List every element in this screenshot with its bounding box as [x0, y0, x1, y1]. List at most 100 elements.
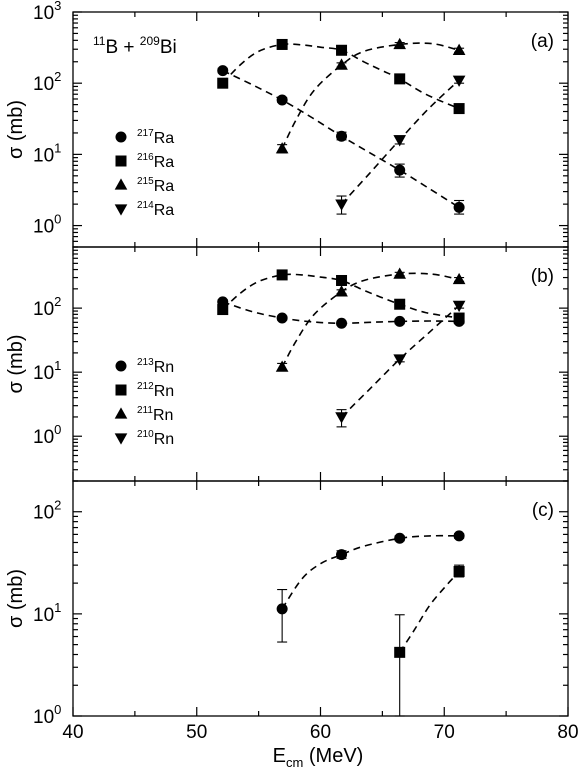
- x-axis-label-sub: cm: [286, 755, 303, 770]
- legend-mass: 211: [137, 405, 153, 416]
- y-tick-label: 101: [33, 140, 61, 166]
- data-point: [217, 65, 229, 77]
- legend-label: 215Ra: [137, 176, 174, 195]
- y-tick-label: 101: [33, 600, 61, 626]
- legend-marker: [114, 204, 128, 216]
- legend-marker: [114, 178, 128, 190]
- data-point: [217, 304, 229, 316]
- data-point: [275, 360, 289, 372]
- data-point: [336, 274, 348, 286]
- legend-marker: [115, 384, 127, 396]
- data-point: [453, 530, 465, 542]
- legend-label: 210Rn: [137, 429, 174, 448]
- data-point: [336, 549, 348, 561]
- y-tick-label: 102: [33, 498, 61, 524]
- x-tick-label: 70: [434, 722, 455, 743]
- y-tick-base: 10: [33, 363, 54, 384]
- legend-mass: 216: [137, 152, 154, 163]
- y-tick-base: 10: [33, 3, 54, 24]
- data-point: [276, 94, 288, 106]
- y-tick-base: 10: [33, 707, 54, 728]
- legend-element: Ra: [154, 178, 175, 195]
- reaction-annotation: 11B + 209Bi: [93, 34, 177, 58]
- series-217-Ra: [217, 65, 465, 215]
- legend-mass: 215: [137, 176, 154, 187]
- y-tick-exponent: 1: [54, 358, 61, 373]
- data-point: [393, 37, 407, 50]
- data-point: [394, 532, 406, 544]
- x-tick-label: 40: [62, 722, 83, 743]
- y-tick-label: 100: [33, 702, 61, 728]
- data-point: [453, 312, 465, 324]
- x-axis-label: Ecm (MeV): [273, 745, 364, 770]
- data-point: [276, 312, 288, 324]
- y-tick-label: 100: [33, 422, 61, 448]
- data-point: [393, 354, 407, 366]
- series-214-Ra: [335, 75, 466, 215]
- data-point: [335, 58, 348, 70]
- y-tick-exponent: 1: [54, 140, 61, 155]
- data-point: [394, 315, 406, 327]
- target-symbol: Bi: [160, 37, 177, 58]
- y-tick-base: 10: [33, 605, 54, 626]
- y-tick-base: 10: [33, 299, 54, 320]
- legend-marker: [115, 131, 127, 143]
- legend-mass: 210: [137, 429, 154, 440]
- y-tick-exponent: 1: [54, 600, 61, 615]
- legend-label: 211Rn: [137, 405, 173, 424]
- y-tick-exponent: 0: [54, 702, 61, 717]
- y-tick-exponent: 2: [54, 498, 61, 513]
- x-tick-label: 60: [310, 722, 331, 743]
- y-axis-label: σ (mb): [5, 569, 27, 628]
- data-point: [452, 75, 466, 87]
- data-point: [276, 269, 288, 281]
- data-point: [452, 272, 466, 285]
- data-point: [336, 44, 348, 56]
- x-axis-label-unit: (MeV): [303, 745, 363, 767]
- data-point: [453, 201, 465, 213]
- data-point: [217, 77, 229, 89]
- data-point: [335, 199, 348, 211]
- projectile-mass: 11: [93, 34, 106, 48]
- y-tick-base: 10: [33, 427, 54, 448]
- y-tick-exponent: 3: [54, 0, 61, 13]
- y-tick-exponent: 2: [54, 69, 61, 84]
- y-tick-base: 10: [33, 145, 54, 166]
- data-point: [452, 43, 466, 55]
- legend-element: Ra: [154, 130, 175, 147]
- data-point: [452, 300, 466, 313]
- y-tick-label: 102: [33, 294, 61, 320]
- data-point: [394, 73, 406, 85]
- data-point: [394, 298, 406, 310]
- data-point: [335, 285, 348, 297]
- series-curve: [399, 570, 460, 653]
- legend-element: Rn: [153, 407, 173, 424]
- series-212-Rn: [217, 269, 465, 324]
- legend-marker: [114, 433, 128, 445]
- y-tick-base: 10: [33, 217, 54, 238]
- panel-frame: [72, 480, 569, 717]
- y-axis-label: σ (mb): [5, 334, 27, 393]
- data-point: [336, 317, 348, 329]
- y-axis-label: σ (mb): [5, 100, 27, 159]
- legend-label: 216Ra: [137, 152, 174, 171]
- series-curve: [281, 272, 460, 368]
- y-tick-label: 103: [33, 0, 61, 24]
- legend-label: 212Rn: [137, 381, 174, 400]
- series-216-Ra: [217, 38, 465, 115]
- y-tick-exponent: 0: [54, 212, 61, 227]
- y-tick-exponent: 2: [54, 294, 61, 309]
- x-tick-label: 50: [186, 722, 207, 743]
- series-210-Rn: [335, 300, 466, 428]
- panel-label: (c): [532, 500, 554, 521]
- series-unlabeled-1: [394, 564, 465, 717]
- legend-label: 217Ra: [137, 128, 174, 147]
- legend-mass: 214: [137, 200, 154, 211]
- data-point: [394, 164, 406, 176]
